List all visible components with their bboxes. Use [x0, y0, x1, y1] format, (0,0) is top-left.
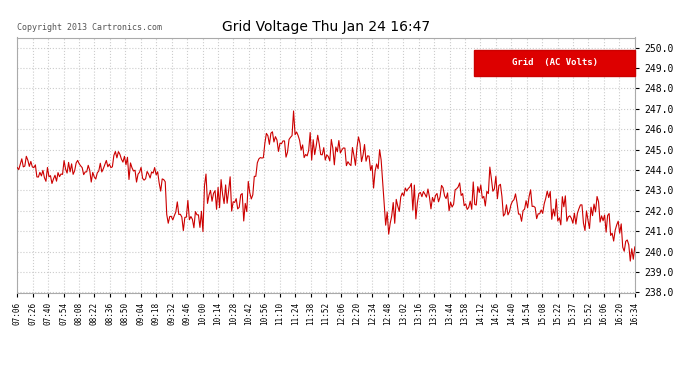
Title: Grid Voltage Thu Jan 24 16:47: Grid Voltage Thu Jan 24 16:47	[222, 20, 430, 33]
Text: Grid  (AC Volts): Grid (AC Volts)	[511, 58, 598, 68]
FancyBboxPatch shape	[474, 50, 635, 76]
Text: Copyright 2013 Cartronics.com: Copyright 2013 Cartronics.com	[17, 23, 162, 32]
